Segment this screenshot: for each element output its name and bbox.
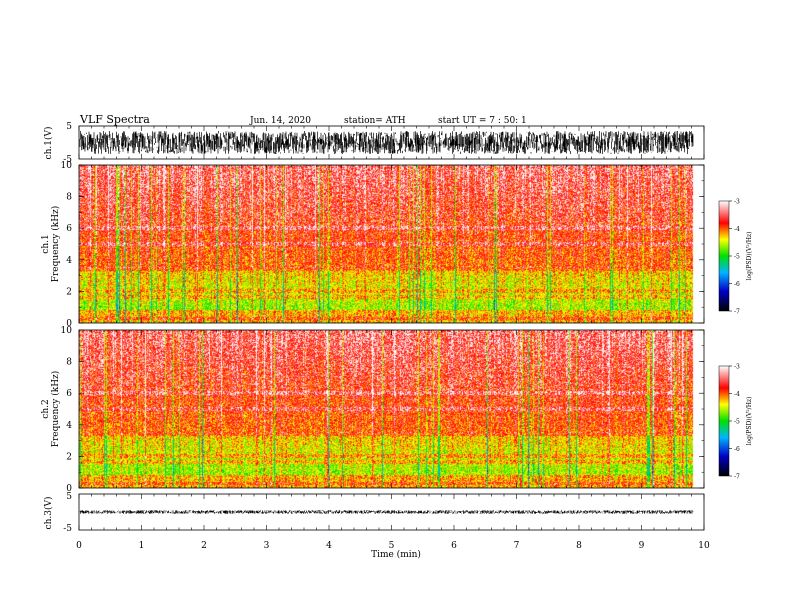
ch3-waveform-panel: 5 -5 ch.3(V) 0 1 2 3 4 5 6 7 8 9 10 Time (min) <box>43 492 710 560</box>
time-tick-label-4: 4 <box>326 541 332 551</box>
time-tick-label-6: 6 <box>451 541 457 551</box>
ch1-waveform-trace <box>79 131 694 154</box>
ch1-waveform-xticks <box>78 126 705 159</box>
figure-title: VLF Spectra <box>79 113 150 126</box>
spec2-ytick-label-4: 4 <box>66 421 72 431</box>
ch1-time-ticks <box>78 165 705 323</box>
ch2-cb-tick-label--6: -6 <box>734 446 740 453</box>
ch1-colorbar-label: log(PSD)(V²/Hz) <box>746 232 753 281</box>
ch2-cb-tick-label--7: -7 <box>734 474 740 481</box>
ch2-colorbar-ticks: -3 -4 -5 -6 -7 <box>729 364 740 481</box>
ch2-cb-tick-label--3: -3 <box>734 364 740 371</box>
start-time-label: start UT = 7 : 50: 1 <box>438 116 527 126</box>
time-axis-tick-labels: 0 1 2 3 4 5 6 7 8 9 10 <box>76 541 710 551</box>
time-tick-label-1: 1 <box>139 541 145 551</box>
ch2-frequency-ticks: 0 2 4 6 8 10 <box>61 326 704 494</box>
ch1-spectrogram-panel: 0 2 4 6 8 10 ch.1 Frequency (kHz) <box>41 161 705 329</box>
ch1-cb-tick-label--5: -5 <box>734 254 740 261</box>
ch3-ytick-top: 5 <box>66 492 72 502</box>
ch1-colorbar: -3 -4 -5 -6 -7 log(PSD)(V²/Hz) <box>718 199 753 316</box>
ch1-ytick-top: 5 <box>66 122 72 132</box>
ch2-colorbar-label: log(PSD)(V²/Hz) <box>746 397 753 446</box>
ch1-colorbar-ticks: -3 -4 -5 -6 -7 <box>729 199 740 316</box>
ch2-spectrogram-panel: 0 2 4 6 8 10 ch.2 Frequency (kHz) <box>41 326 705 494</box>
ch1-frequency-ticks: 0 2 4 6 8 10 <box>61 161 704 329</box>
ch2-time-ticks <box>78 330 705 488</box>
ch2-colorbar: -3 -4 -5 -6 -7 log(PSD)(V²/Hz) <box>718 364 753 481</box>
time-tick-label-3: 3 <box>264 541 270 551</box>
ch3-waveform-line <box>79 510 694 514</box>
spec1-ytick-label-2: 2 <box>66 287 72 297</box>
ch3-waveform-trace <box>79 510 694 514</box>
ch2-cb-tick-label--4: -4 <box>734 391 740 398</box>
time-axis-label: Time (min) <box>371 549 421 560</box>
ch3-waveform-xticks <box>78 494 705 530</box>
spec1-ytick-label-10: 10 <box>61 161 73 171</box>
ch1-cb-tick-label--6: -6 <box>734 281 740 288</box>
spec2-ytick-label-2: 2 <box>66 452 72 462</box>
time-tick-label-8: 8 <box>576 541 582 551</box>
ch2-cb-tick-label--5: -5 <box>734 419 740 426</box>
ch1-cb-tick-label--3: -3 <box>734 199 740 206</box>
spec2-ytick-label-10: 10 <box>61 326 73 336</box>
ch1-cb-tick-label--7: -7 <box>734 309 740 316</box>
spec2-ytick-label-0: 0 <box>66 484 72 494</box>
ch2-colorbar-gradient <box>718 365 730 477</box>
spec1-ytick-label-4: 4 <box>66 256 72 266</box>
ch2-spectrogram-ylabel: Frequency (kHz) <box>50 371 61 448</box>
ch1-spectrogram-image <box>79 165 704 323</box>
ch1-cb-tick-label--4: -4 <box>734 226 740 233</box>
spec2-ytick-label-8: 8 <box>66 358 72 368</box>
date-label: Jun. 14, 2020 <box>249 116 311 126</box>
spec1-ytick-label-0: 0 <box>66 319 72 329</box>
spec1-ytick-label-6: 6 <box>66 224 72 234</box>
spec1-ytick-label-8: 8 <box>66 193 72 203</box>
ch1-spectrogram-channel-label: ch.1 <box>41 234 51 253</box>
spec2-ytick-label-6: 6 <box>66 389 72 399</box>
ch1-spectrogram-ylabel: Frequency (kHz) <box>50 206 61 283</box>
ch1-ytick-bottom: -5 <box>63 155 72 165</box>
time-tick-label-2: 2 <box>201 541 207 551</box>
ch3-waveform-ylabel: ch.3(V) <box>43 497 54 530</box>
ch1-waveform-line <box>79 131 694 154</box>
ch1-colorbar-gradient <box>718 200 730 312</box>
time-tick-label-0: 0 <box>76 541 82 551</box>
time-tick-label-7: 7 <box>514 541 520 551</box>
time-tick-label-10: 10 <box>698 541 710 551</box>
station-label: station= ATH <box>344 116 406 126</box>
ch3-ytick-bottom: -5 <box>63 524 72 534</box>
ch2-spectrogram-channel-label: ch.2 <box>41 399 51 418</box>
ch2-spectrogram-image <box>79 330 704 488</box>
time-tick-label-9: 9 <box>639 541 645 551</box>
ch1-waveform-panel: 5 -5 ch.1(V) <box>43 122 705 165</box>
time-tick-label-5: 5 <box>389 541 395 551</box>
ch1-waveform-ylabel: ch.1(V) <box>43 127 54 160</box>
